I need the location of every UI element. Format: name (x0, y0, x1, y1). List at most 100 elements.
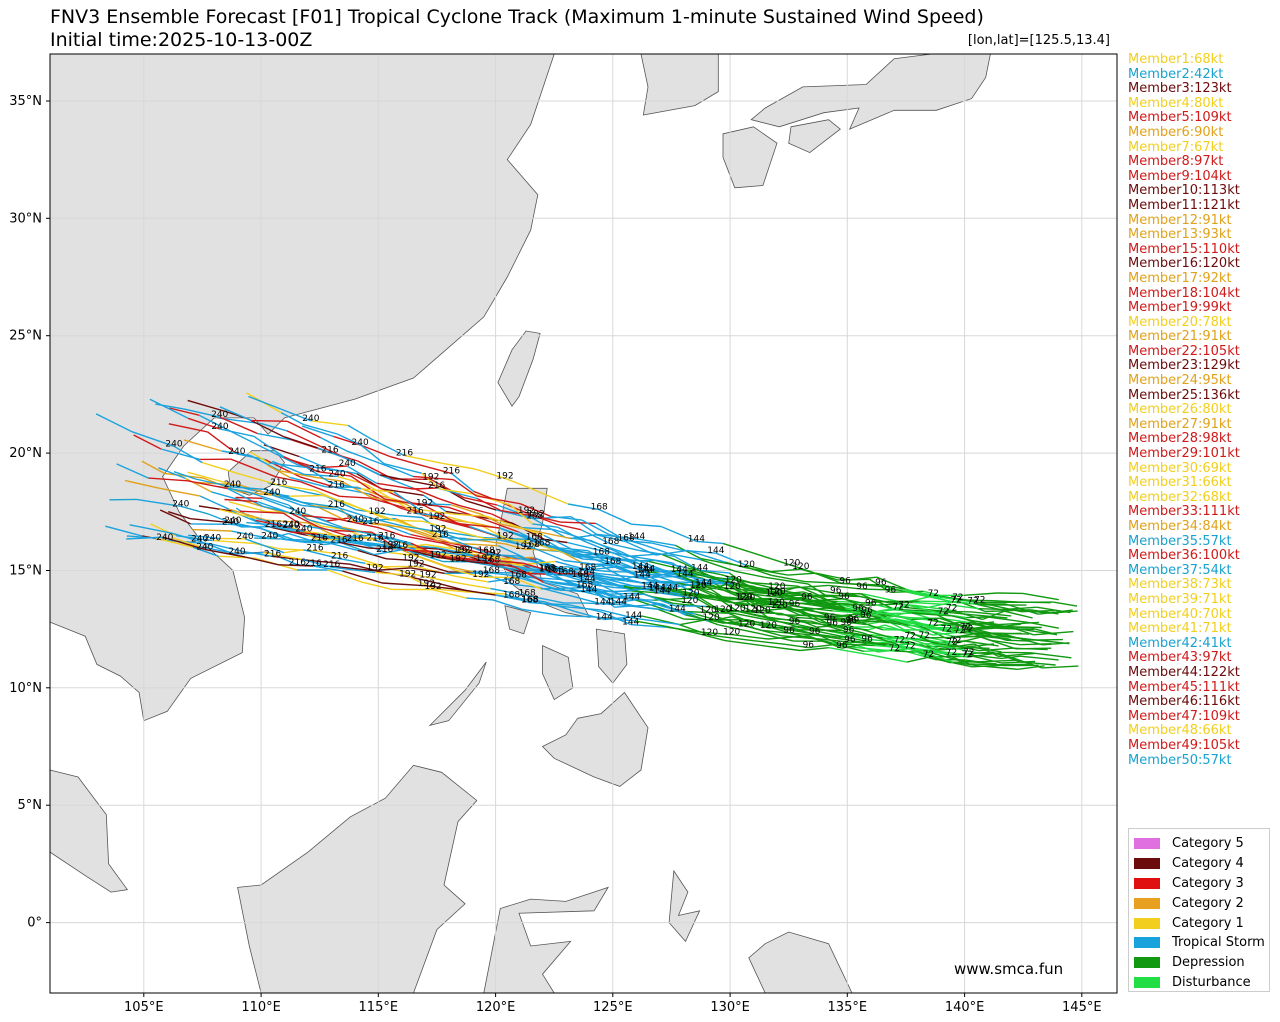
track-segment (971, 614, 1008, 619)
legend-entry: Category 2 (1134, 893, 1269, 913)
track-segment (824, 638, 850, 643)
tick-label-lon: 110°E (241, 1000, 281, 1015)
member-list-item: Member41:71kt (1128, 621, 1232, 637)
track-segment (660, 525, 697, 543)
map-frame (49, 53, 1118, 994)
forecast-hour-label: 96 (826, 619, 838, 629)
track-segment (249, 451, 270, 464)
track-segment (950, 624, 971, 635)
forecast-hour-label: 192 (399, 569, 416, 579)
track-segment (451, 472, 474, 492)
track-segment (980, 659, 1016, 663)
track-segment (776, 586, 802, 590)
forecast-hour-label: 192 (416, 499, 433, 509)
track-segment (680, 593, 719, 597)
track-segment (884, 620, 917, 625)
track-segment (278, 564, 314, 567)
member-list-item: Member42:41kt (1128, 635, 1232, 651)
track-segment (386, 465, 414, 478)
track-segment (1001, 653, 1042, 669)
track-segment (573, 555, 608, 559)
forecast-hour-label: 144 (649, 584, 666, 594)
forecast-hour-label: 240 (196, 542, 213, 552)
track-segment (649, 587, 681, 596)
forecast-hour-label: 96 (846, 616, 858, 626)
track-segment (346, 539, 373, 545)
legend-swatch (1134, 957, 1160, 969)
track-segment (316, 465, 348, 469)
track-segment (136, 498, 181, 507)
track-segment (827, 592, 861, 598)
track-segment (667, 625, 695, 634)
track-segment (248, 395, 281, 410)
track-segment (909, 604, 944, 615)
track-segment (327, 569, 362, 583)
track-segment (862, 600, 888, 604)
track-segment (333, 565, 375, 572)
track-segment (724, 639, 768, 647)
track-segment (906, 656, 928, 663)
forecast-hour-label: 192 (528, 509, 545, 519)
forecast-hour-label: 144 (610, 598, 627, 608)
track-segment (427, 576, 470, 586)
track-segment (209, 543, 244, 553)
track-segment (264, 488, 303, 503)
track-segment (717, 597, 738, 612)
track-segment (789, 632, 819, 637)
track-segment (560, 614, 596, 618)
track-segment (300, 481, 340, 497)
track-segment (278, 484, 316, 492)
forecast-hour-label: 216 (309, 465, 326, 475)
track-segment (410, 559, 449, 573)
track-segment (595, 616, 636, 622)
forecast-hour-label: 72 (927, 619, 938, 629)
track-segment (852, 646, 895, 652)
track-segment (760, 623, 791, 634)
track-segment (438, 498, 460, 507)
forecast-hour-label: 72 (952, 593, 963, 603)
track-segment (317, 506, 347, 522)
track-segment (399, 543, 426, 549)
track-segment (749, 620, 784, 628)
track-segment (310, 515, 342, 528)
track-segment (503, 537, 546, 541)
track-segment (828, 647, 871, 656)
forecast-hour-label: 96 (852, 604, 864, 614)
track-segment (141, 460, 165, 475)
track-segment (410, 567, 445, 574)
member-list-item: Member30:69kt (1128, 460, 1232, 476)
forecast-hour-label: 240 (352, 438, 369, 448)
member-list-item: Member27:91kt (1128, 416, 1232, 432)
member-list-item: Member15:110kt (1128, 241, 1240, 257)
track-segment (943, 653, 970, 665)
track-segment (476, 497, 502, 512)
track-segment (762, 612, 782, 615)
track-segment (473, 555, 495, 562)
track-segment (817, 628, 853, 635)
track-segment (932, 642, 964, 649)
forecast-hour-label: 72 (928, 589, 939, 599)
tick-label-lat: 30°N (9, 211, 42, 226)
track-segment (480, 517, 519, 533)
forecast-hour-label: 240 (295, 525, 312, 535)
track-segment (158, 487, 201, 497)
track-segment (432, 550, 475, 557)
track-segment (390, 455, 419, 466)
track-segment (369, 493, 402, 510)
track-segment (492, 561, 524, 566)
forecast-hour-label: 192 (449, 554, 466, 564)
forecast-hour-label: 144 (671, 565, 688, 575)
track-segment (598, 508, 632, 525)
track-segment (268, 462, 307, 469)
forecast-hour-label: 168 (483, 555, 500, 565)
forecast-hour-label: 192 (407, 560, 424, 570)
track-segment (369, 497, 400, 507)
forecast-hour-label: 96 (861, 606, 873, 616)
track-segment (253, 435, 285, 458)
member-list-item: Member44:122kt (1128, 664, 1240, 680)
track-segment (600, 609, 634, 619)
track-segment (365, 562, 403, 573)
track-segment (454, 513, 487, 517)
track-segment (802, 594, 828, 597)
track-segment (540, 587, 585, 590)
